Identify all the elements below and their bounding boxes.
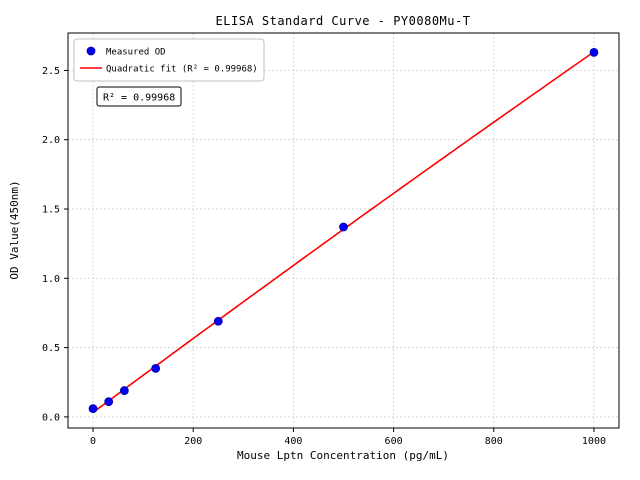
annotation-text: R² = 0.99968: [103, 93, 175, 104]
r-squared-annotation: R² = 0.99968: [96, 86, 182, 107]
legend: Measured OD Quadratic fit (R² = 0.99968): [73, 38, 265, 82]
plot-area: 0 200 400 600 800 1000 0.0 0.5 1.0 1.5 2.0 2.5: [42, 32, 620, 447]
measured-od-point: [151, 364, 161, 373]
x-tick-label: 200: [184, 436, 202, 447]
chart-title: ELISA Standard Curve - PY0080Mu-T: [216, 14, 471, 28]
x-tick-label: 600: [385, 436, 403, 447]
measured-od-point: [213, 316, 223, 326]
y-axis-label: OD Value(450nm): [8, 180, 21, 279]
y-tick-label: 1.5: [42, 205, 60, 216]
measured-od-point: [589, 48, 599, 57]
annotation-box: [96, 86, 182, 107]
y-tick-label: 0.5: [42, 343, 60, 354]
legend-box: [73, 38, 265, 82]
y-tick-label: 1.0: [42, 274, 60, 285]
x-tick-label: 1000: [582, 436, 606, 447]
y-tick-label: 2.5: [42, 66, 60, 77]
measured-od-point: [88, 404, 98, 413]
x-tick-label: 0: [90, 436, 96, 447]
y-tick-label: 2.0: [42, 135, 60, 146]
legend-label-measured-od: Measured OD: [106, 48, 166, 58]
axes-spines: [67, 32, 620, 429]
measured-od-point: [104, 397, 114, 407]
measured-od-point: [119, 386, 129, 395]
x-axis-label: Mouse Lptn Concentration (pg/mL): [237, 449, 449, 462]
y-tick-label: 0.0: [42, 412, 60, 423]
x-tick-label: 400: [284, 436, 302, 447]
legend-marker-measured-od-icon: [86, 46, 96, 56]
x-tick-label: 800: [485, 436, 503, 447]
measured-od-point: [339, 222, 348, 232]
legend-label-quadratic-fit: Quadratic fit (R² = 0.99968): [106, 65, 258, 75]
